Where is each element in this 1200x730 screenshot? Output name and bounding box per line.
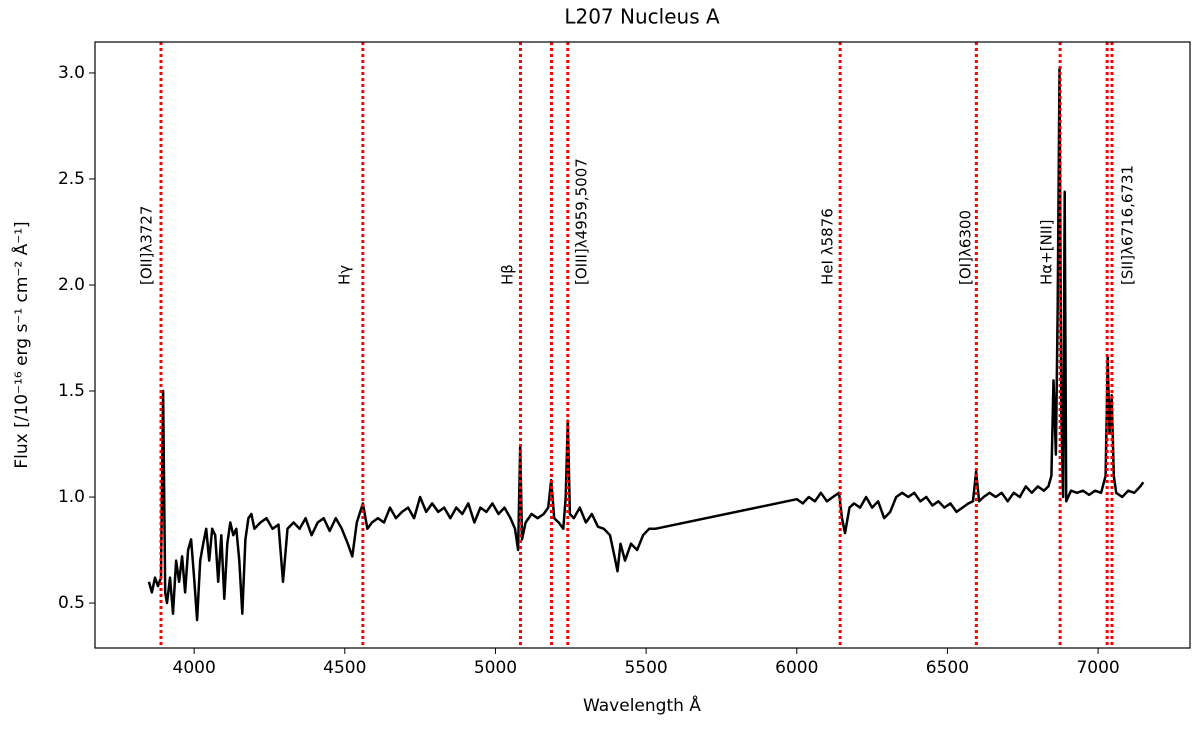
line-annotation: [SII]λ6716,6731 (1119, 165, 1137, 285)
y-tick-label: 1.5 (58, 381, 85, 401)
x-tick-label: 7000 (1076, 658, 1119, 678)
line-annotation: Hβ (499, 264, 517, 285)
y-tick-label: 0.5 (58, 593, 85, 613)
plot-frame (94, 41, 1191, 649)
spectrum-line (147, 67, 1145, 622)
line-annotation: Hα+[NII] (1038, 219, 1056, 285)
line-annotation: [OI]λ6300 (957, 210, 975, 285)
x-axis-label: Wavelength Å (583, 694, 701, 716)
y-tick-label: 2.0 (58, 275, 85, 295)
chart-title: L207 Nucleus A (564, 5, 720, 29)
y-tick-label: 3.0 (58, 63, 85, 83)
line-annotation: Hγ (336, 265, 354, 285)
x-tick-label: 6000 (775, 658, 818, 678)
y-tick-label: 2.5 (58, 169, 85, 189)
line-annotation: [OII]λ3727 (138, 206, 156, 285)
y-axis-label: Flux [/10⁻¹⁶ erg s⁻¹ cm⁻² Å⁻¹] (10, 221, 32, 468)
x-tick-label: 6500 (926, 658, 969, 678)
x-tick-label: 5000 (474, 658, 517, 678)
y-tick-label: 1.0 (58, 487, 85, 507)
line-annotation: HeI λ5876 (819, 208, 837, 285)
line-annotation: [OIII]λ4959,5007 (573, 158, 591, 285)
x-tick-label: 4500 (323, 658, 366, 678)
x-tick-label: 5500 (624, 658, 667, 678)
x-tick-label: 4000 (173, 658, 216, 678)
